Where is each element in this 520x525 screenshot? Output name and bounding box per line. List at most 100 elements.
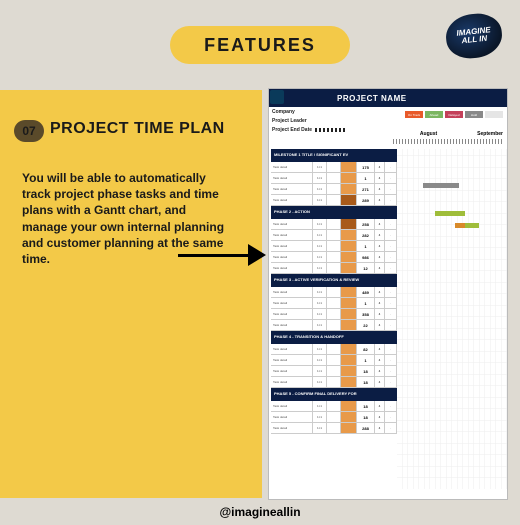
phase-header: PHASE 3 - ACTIVE VERIFICATION & REVIEW: [271, 274, 397, 287]
task-col: 1×1: [313, 344, 327, 354]
task-list-column: MILESTONE 1 TITLE / SIGNIFICANT EVTask d…: [271, 149, 397, 489]
task-col: 4: [375, 184, 385, 194]
task-col: [327, 219, 341, 229]
task-col: 1×1: [313, 184, 327, 194]
gantt-bar: [455, 223, 465, 228]
task-row: Task detail1×114·: [271, 173, 397, 184]
task-value: 358: [357, 309, 375, 319]
task-col: ·: [385, 377, 397, 387]
feature-title: PROJECT TIME PLAN: [50, 120, 225, 138]
task-col: [327, 241, 341, 251]
task-name: Task detail: [271, 241, 313, 251]
task-name: Task detail: [271, 173, 313, 183]
task-col: 1×1: [313, 320, 327, 330]
task-progress: [341, 320, 357, 330]
task-col: ·: [385, 230, 397, 240]
task-value: 82: [357, 344, 375, 354]
month-labels: August September: [420, 131, 503, 137]
task-col: 1×1: [313, 173, 327, 183]
task-row: Task detail1×12714·: [271, 184, 397, 195]
task-col: ·: [385, 309, 397, 319]
task-col: [327, 366, 341, 376]
task-col: 4: [375, 309, 385, 319]
task-col: ·: [385, 252, 397, 262]
month-2: September: [477, 131, 503, 137]
task-name: Task detail: [271, 230, 313, 240]
task-col: 4: [375, 412, 385, 422]
task-col: ·: [385, 287, 397, 297]
sheet-title-text: PROJECT NAME: [337, 94, 407, 103]
task-col: 1×1: [313, 309, 327, 319]
task-col: [327, 423, 341, 433]
gantt-bar: [435, 211, 465, 216]
task-value: 175: [357, 162, 375, 172]
task-value: 1: [357, 298, 375, 308]
task-col: ·: [385, 298, 397, 308]
task-col: 4: [375, 366, 385, 376]
task-col: [327, 298, 341, 308]
task-col: [327, 320, 341, 330]
task-name: Task detail: [271, 355, 313, 365]
status-pill: [485, 111, 503, 118]
task-col: 4: [375, 252, 385, 262]
task-col: [327, 195, 341, 205]
task-col: ·: [385, 162, 397, 172]
task-col: 4: [375, 355, 385, 365]
task-col: [327, 184, 341, 194]
task-progress: [341, 184, 357, 194]
task-row: Task detail1×12824·: [271, 230, 397, 241]
task-row: Task detail1×1184·: [271, 366, 397, 377]
task-value: 18: [357, 412, 375, 422]
task-name: Task detail: [271, 195, 313, 205]
task-col: [327, 263, 341, 273]
task-row: Task detail1×1184·: [271, 412, 397, 423]
task-row: Task detail1×14894·: [271, 287, 397, 298]
task-col: [327, 355, 341, 365]
meta-company: Company: [272, 109, 312, 115]
task-row: Task detail1×1824·: [271, 344, 397, 355]
task-name: Task detail: [271, 287, 313, 297]
task-col: 1×1: [313, 366, 327, 376]
task-row: Task detail1×12584·: [271, 219, 397, 230]
task-col: [327, 401, 341, 411]
task-col: 1×1: [313, 230, 327, 240]
task-value: 12: [357, 263, 375, 273]
date-ticks: [393, 139, 503, 144]
task-row: Task detail1×13584·: [271, 309, 397, 320]
gantt-bar: [423, 183, 459, 188]
task-col: ·: [385, 195, 397, 205]
task-value: 288: [357, 423, 375, 433]
task-col: 1×1: [313, 287, 327, 297]
task-value: 1: [357, 241, 375, 251]
task-name: Task detail: [271, 219, 313, 229]
task-col: [327, 412, 341, 422]
task-progress: [341, 230, 357, 240]
task-value: 282: [357, 230, 375, 240]
task-col: 1×1: [313, 412, 327, 422]
task-progress: [341, 355, 357, 365]
task-progress: [341, 195, 357, 205]
task-progress: [341, 344, 357, 354]
gantt-grid: MILESTONE 1 TITLE / SIGNIFICANT EVTask d…: [271, 149, 507, 489]
task-name: Task detail: [271, 252, 313, 262]
task-value: 1: [357, 173, 375, 183]
task-col: 1×1: [313, 298, 327, 308]
task-value: 986: [357, 252, 375, 262]
task-name: Task detail: [271, 412, 313, 422]
task-col: 4: [375, 377, 385, 387]
phase-header: PHASE 5 - CONFIRM FINAL DELIVERY FOR: [271, 388, 397, 401]
task-col: [327, 377, 341, 387]
task-col: 1×1: [313, 162, 327, 172]
task-col: 1×1: [313, 401, 327, 411]
features-pill: FEATURES: [170, 26, 350, 64]
phase-header: PHASE 2 - ACTION: [271, 206, 397, 219]
task-col: 1×1: [313, 377, 327, 387]
status-pill: Hold: [465, 111, 483, 118]
task-col: 4: [375, 219, 385, 229]
task-row: Task detail1×12884·: [271, 423, 397, 434]
task-col: 4: [375, 173, 385, 183]
task-progress: [341, 412, 357, 422]
task-col: [327, 252, 341, 262]
task-col: ·: [385, 355, 397, 365]
status-pill-group: On TrackAheadDelayedHold: [405, 111, 503, 118]
